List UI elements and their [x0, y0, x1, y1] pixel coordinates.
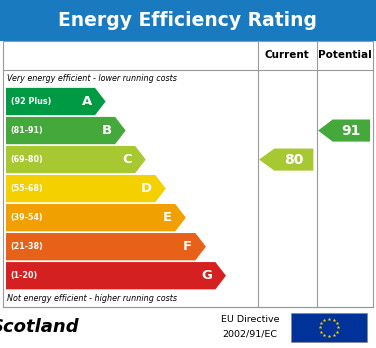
Text: E: E: [163, 211, 172, 224]
Text: Not energy efficient - higher running costs: Not energy efficient - higher running co…: [7, 294, 177, 303]
Text: Potential: Potential: [318, 50, 371, 60]
Text: (21-38): (21-38): [11, 242, 43, 251]
Text: (92 Plus): (92 Plus): [11, 97, 51, 106]
Polygon shape: [6, 117, 126, 144]
Text: B: B: [102, 124, 112, 137]
Polygon shape: [6, 88, 106, 115]
Polygon shape: [259, 149, 313, 171]
Bar: [291, 313, 367, 342]
Polygon shape: [6, 146, 146, 173]
Text: EU Directive: EU Directive: [221, 315, 279, 324]
Text: (55-68): (55-68): [11, 184, 43, 193]
Text: (39-54): (39-54): [11, 213, 43, 222]
Text: D: D: [141, 182, 152, 195]
Text: Energy Efficiency Rating: Energy Efficiency Rating: [59, 11, 317, 30]
Text: (1-20): (1-20): [11, 271, 38, 280]
Text: Scotland: Scotland: [0, 318, 79, 337]
Text: F: F: [183, 240, 193, 253]
Text: C: C: [123, 153, 132, 166]
Polygon shape: [6, 204, 186, 231]
Polygon shape: [6, 233, 206, 260]
Text: A: A: [82, 95, 92, 108]
Bar: [3, 41, 373, 307]
Polygon shape: [6, 262, 226, 290]
Polygon shape: [318, 119, 370, 142]
Polygon shape: [6, 175, 166, 202]
Text: 2002/91/EC: 2002/91/EC: [223, 329, 277, 338]
Text: Very energy efficient - lower running costs: Very energy efficient - lower running co…: [7, 74, 177, 83]
Text: (81-91): (81-91): [11, 126, 43, 135]
Text: Current: Current: [265, 50, 309, 60]
Text: (69-80): (69-80): [11, 155, 43, 164]
Text: 80: 80: [284, 152, 303, 167]
Bar: [0, 0, 376, 41]
Text: G: G: [202, 269, 212, 282]
Text: 91: 91: [342, 124, 361, 137]
